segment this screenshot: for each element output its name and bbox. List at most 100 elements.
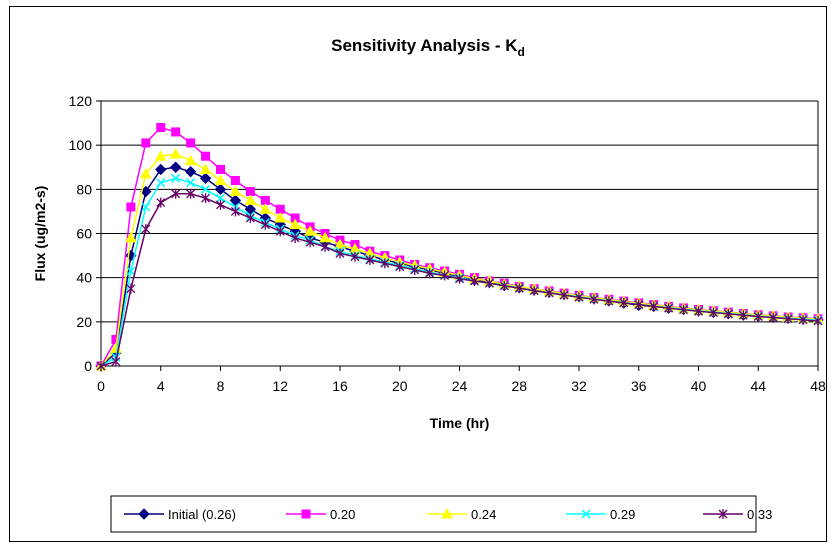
data-point — [199, 163, 212, 174]
data-point — [275, 226, 285, 237]
series-line — [100, 166, 819, 367]
data-point — [154, 150, 167, 161]
data-point — [723, 308, 733, 319]
x-tick-label: 44 — [750, 378, 766, 394]
y-tick-label: 120 — [69, 93, 93, 109]
x-axis-title: Time (hr) — [430, 415, 490, 431]
data-point — [201, 151, 211, 161]
data-point — [484, 278, 494, 289]
data-point — [365, 255, 375, 265]
legend-marker — [441, 507, 453, 519]
data-point — [201, 193, 211, 204]
data-point — [214, 183, 227, 196]
data-point — [259, 203, 272, 214]
data-point — [244, 194, 257, 205]
data-point — [559, 290, 569, 301]
y-tick-label: 0 — [84, 358, 92, 374]
x-tick-label: 28 — [511, 378, 527, 394]
legend-marker — [301, 509, 311, 519]
x-tick-label: 40 — [691, 378, 707, 394]
data-point — [125, 231, 137, 243]
data-point — [574, 292, 584, 303]
data-point — [679, 304, 689, 315]
data-point — [215, 193, 226, 203]
data-point — [469, 275, 479, 286]
data-point — [499, 280, 509, 291]
data-point — [380, 258, 390, 269]
data-point — [813, 315, 823, 326]
x-tick-label: 32 — [571, 378, 587, 394]
data-point — [96, 361, 106, 371]
data-point — [290, 232, 300, 243]
x-tick-label: 20 — [392, 378, 408, 394]
data-point — [141, 224, 151, 235]
marker-stroke — [156, 178, 166, 188]
y-tick-label: 40 — [76, 270, 92, 286]
data-point — [216, 164, 225, 174]
data-point — [274, 212, 287, 223]
x-tick-label: 12 — [272, 378, 288, 394]
legend-item: Initial (0.26) — [124, 507, 236, 522]
chart-title: Sensitivity Analysis - Kd — [331, 36, 525, 59]
data-point — [171, 188, 181, 199]
series-line — [100, 126, 819, 367]
legend: Initial (0.26) 0.20 0.24 0.29 0.33 — [110, 495, 772, 533]
data-point — [141, 202, 151, 212]
data-point — [455, 273, 464, 284]
marker-stroke — [581, 509, 591, 519]
data-point — [260, 219, 270, 230]
data-point — [141, 138, 151, 148]
legend-item: 0.24 — [427, 507, 496, 522]
data-point — [514, 283, 524, 294]
data-point — [199, 172, 212, 184]
marker-stroke — [186, 178, 196, 188]
data-point — [156, 197, 166, 208]
data-point — [186, 138, 196, 148]
data-point — [184, 165, 197, 178]
legend-label: 0.29 — [610, 507, 635, 522]
legend-label: 0.20 — [330, 507, 355, 522]
data-point — [440, 270, 450, 281]
data-point — [619, 297, 629, 308]
x-tick-label: 0 — [97, 378, 105, 394]
data-point — [186, 188, 196, 199]
data-point — [156, 123, 166, 132]
y-tick-label: 20 — [76, 314, 92, 330]
data-point — [139, 167, 152, 179]
data-point — [186, 178, 196, 188]
legend-item: 0.33 — [703, 507, 772, 522]
chart-svg: Sensitivity Analysis - Kd 02040608010012… — [32, 36, 826, 533]
data-point — [230, 206, 240, 217]
data-point — [275, 204, 285, 214]
data-point — [304, 225, 316, 236]
data-point — [783, 313, 793, 324]
data-point — [214, 174, 227, 185]
x-tick-label: 8 — [217, 378, 225, 394]
chart-area: Sensitivity Analysis - Kd 0 20 40 60 80 100 12… — [9, 6, 827, 542]
data-point — [753, 311, 763, 322]
marker-stroke — [171, 173, 181, 183]
y-tick-label: 100 — [69, 137, 93, 153]
x-tick-label: 48 — [810, 378, 826, 394]
data-point — [708, 307, 718, 318]
legend-item: 0.20 — [286, 507, 355, 522]
data-point — [335, 248, 345, 259]
marker-stroke — [141, 202, 151, 212]
y-tick-label: 80 — [76, 181, 92, 197]
chart-title-main: Sensitivity Analysis - K — [331, 36, 518, 55]
legend-marker — [581, 509, 591, 519]
data-point — [664, 303, 674, 314]
data-point — [155, 163, 167, 176]
data-point — [589, 294, 599, 305]
data-point — [156, 178, 166, 188]
x-tick-label: 24 — [452, 378, 468, 394]
data-point — [201, 184, 211, 194]
legend-item: 0.29 — [566, 507, 635, 522]
data-point — [169, 147, 182, 159]
x-tick-label: 16 — [332, 378, 348, 394]
data-point — [184, 154, 197, 166]
data-point — [260, 195, 270, 205]
legend-label: Initial (0.26) — [168, 507, 236, 522]
data-point — [229, 185, 242, 197]
